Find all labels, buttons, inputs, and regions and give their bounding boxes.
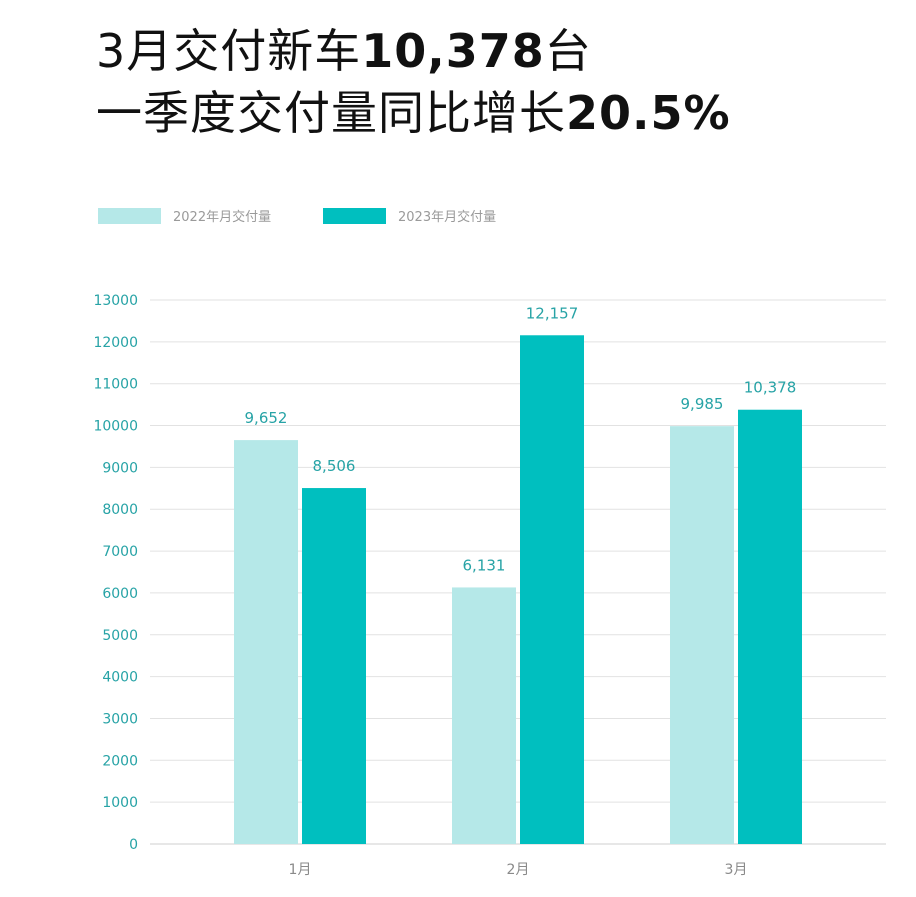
legend: 2022年月交付量 2023年月交付量 — [98, 208, 496, 225]
data-labels: 9,652 8,506 6,131 12,157 9,985 10,378 — [245, 304, 797, 574]
bars — [234, 335, 802, 844]
headline-line-1-prefix: 3月交付新车 — [96, 24, 362, 78]
y-tick-label: 12000 — [93, 335, 138, 351]
bar-2023-3 — [738, 409, 802, 844]
data-label: 9,652 — [245, 409, 288, 427]
data-label: 8,506 — [313, 457, 356, 475]
y-tick-label: 3000 — [102, 711, 138, 727]
legend-swatch-2022 — [98, 208, 161, 224]
y-tick-label: 10000 — [93, 419, 138, 435]
y-tick-label: 13000 — [93, 293, 138, 309]
headline-line-1: 3月交付新车10,378台 — [96, 20, 896, 82]
headline-line-2-value: 20.5% — [566, 86, 731, 140]
headline-line-1-suffix: 台 — [544, 24, 592, 78]
x-tick-label: 2月 — [507, 862, 530, 878]
legend-label-2023: 2023年月交付量 — [398, 209, 496, 225]
data-label: 6,131 — [463, 556, 506, 574]
y-axis: 0 1000 2000 3000 4000 5000 6000 7000 8000 9000 100… — [93, 293, 138, 853]
y-tick-label: 8000 — [102, 502, 138, 518]
data-label: 10,378 — [744, 379, 797, 397]
headline: 3月交付新车10,378台 一季度交付量同比增长20.5% — [96, 20, 896, 144]
y-tick-label: 7000 — [102, 544, 138, 560]
headline-line-2-prefix: 一季度交付量同比增长 — [96, 86, 566, 140]
x-axis: 1月 2月 3月 — [289, 862, 748, 878]
bar-2022-2 — [452, 587, 516, 844]
legend-label-2022: 2022年月交付量 — [173, 209, 271, 225]
legend-swatch-2023 — [323, 208, 386, 224]
bar-2022-3 — [670, 426, 734, 844]
headline-line-2: 一季度交付量同比增长20.5% — [96, 82, 896, 144]
y-tick-label: 4000 — [102, 670, 138, 686]
y-tick-label: 2000 — [102, 753, 138, 769]
bar-2023-2 — [520, 335, 584, 844]
y-tick-label: 6000 — [102, 586, 138, 602]
x-tick-label: 3月 — [725, 862, 748, 878]
data-label: 12,157 — [526, 304, 579, 322]
x-tick-label: 1月 — [289, 862, 312, 878]
y-tick-label: 1000 — [102, 795, 138, 811]
data-label: 9,985 — [681, 395, 724, 413]
y-tick-label: 9000 — [102, 460, 138, 476]
y-tick-label: 11000 — [93, 377, 138, 393]
bar-2023-1 — [302, 488, 366, 844]
y-tick-label: 5000 — [102, 628, 138, 644]
headline-line-1-value: 10,378 — [361, 24, 545, 78]
bar-2022-1 — [234, 440, 298, 844]
y-tick-label: 0 — [129, 837, 138, 853]
